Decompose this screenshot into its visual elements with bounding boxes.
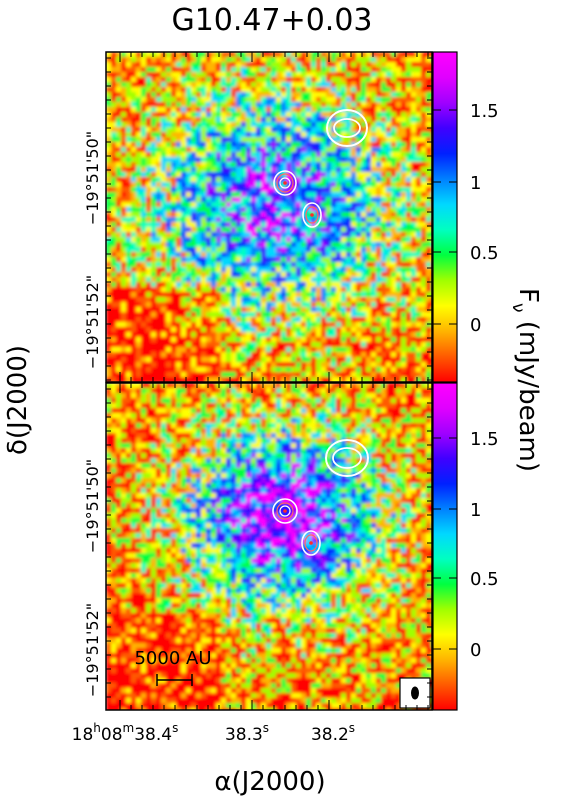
panel-frame-top xyxy=(105,51,433,383)
x-axis-label: α(J2000) xyxy=(214,767,325,797)
dec-tick-top-1: −19°51'50" xyxy=(83,131,102,225)
colorbar-bottom-tick-0.5: 0.5 xyxy=(470,569,499,590)
ra-tick-2: 38.3s xyxy=(225,721,269,745)
dec-tick-bottom-1: −19°51'50" xyxy=(83,459,102,553)
colorbar-bottom xyxy=(432,382,458,711)
colorbar-top-tick-0: 0 xyxy=(470,315,481,336)
colorbar-top-tick-0.5: 0.5 xyxy=(470,243,499,264)
axis-ticks xyxy=(106,52,432,710)
panel-frame-bottom xyxy=(105,382,433,711)
scale-bar: 5000 AU xyxy=(134,648,212,686)
colorbar-bottom-tick-1.5: 1.5 xyxy=(470,429,499,450)
dec-tick-top-2: −19°51'52" xyxy=(83,275,102,369)
dec-tick-bottom-2: −19°51'52" xyxy=(83,603,102,697)
scale-bar-label: 5000 AU xyxy=(134,648,211,669)
ra-tick-3: 38.2s xyxy=(311,721,355,745)
colorbar-bottom-tick-0: 0 xyxy=(470,640,481,661)
colorbar-label: Fν (mJy/beam) xyxy=(508,288,543,472)
intensity-map-bottom xyxy=(106,383,432,710)
ra-tick-1: 18h08m38.4s xyxy=(72,721,179,745)
colorbar-top xyxy=(432,51,458,383)
beam-ellipse xyxy=(399,677,431,709)
figure-title: G10.47+0.03 xyxy=(171,3,372,38)
y-axis-label: δ(J2000) xyxy=(3,345,33,455)
colorbar-bottom-tick-1: 1 xyxy=(470,500,481,521)
colorbar-top-tick-1: 1 xyxy=(470,173,481,194)
colorbar-top-tick-1.5: 1.5 xyxy=(470,101,499,122)
intensity-map-top xyxy=(106,52,432,382)
